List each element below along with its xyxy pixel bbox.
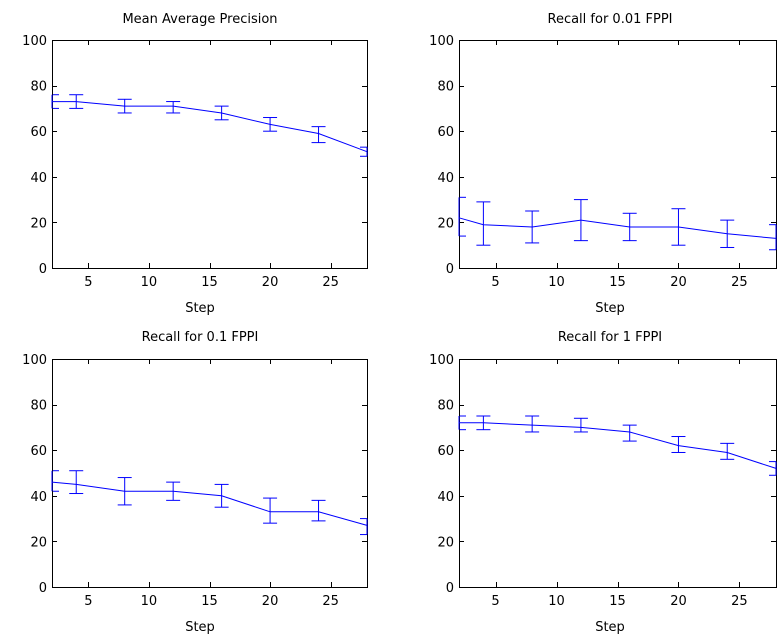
x-tick-label: 20	[670, 594, 687, 609]
error-bar	[671, 436, 686, 453]
x-tick-label: 20	[262, 594, 279, 609]
error-bar	[214, 483, 229, 508]
error-bar	[360, 146, 368, 157]
error-bar	[573, 417, 588, 433]
y-tick-label: 80	[30, 399, 47, 414]
error-bar	[458, 415, 466, 431]
series-line	[51, 481, 368, 526]
x-axis-label: Step	[185, 301, 215, 316]
series-line	[459, 422, 777, 469]
error-bar	[476, 415, 491, 431]
error-bar	[214, 105, 229, 121]
y-tick-label: 0	[446, 262, 454, 277]
error-bar	[720, 442, 735, 460]
y-tick-label: 80	[437, 80, 454, 95]
y-tick-label: 20	[437, 535, 454, 550]
x-tick-label: 15	[201, 594, 218, 609]
y-tick-label: 60	[30, 444, 47, 459]
x-tick-label: 10	[548, 275, 565, 290]
error-bar	[51, 94, 59, 109]
y-tick-label: 100	[22, 34, 47, 49]
error-bar	[525, 210, 540, 244]
error-bar	[573, 199, 588, 242]
y-tick-label: 0	[39, 262, 47, 277]
subplot-title: Mean Average Precision	[122, 12, 277, 27]
y-tick-label: 60	[437, 125, 454, 140]
error-bar	[51, 470, 59, 492]
error-bar	[69, 470, 84, 495]
error-bar	[117, 477, 132, 506]
y-tick-label: 100	[429, 34, 454, 49]
x-tick-label: 25	[731, 275, 748, 290]
y-tick-label: 100	[429, 353, 454, 368]
y-tick-label: 40	[437, 171, 454, 186]
y-tick-label: 60	[437, 444, 454, 459]
series-line	[458, 217, 777, 239]
x-tick-label: 5	[491, 275, 499, 290]
error-bar	[671, 208, 686, 246]
error-bar	[622, 212, 637, 242]
x-tick-label: 20	[670, 275, 687, 290]
error-bar	[117, 98, 132, 114]
error-bar	[622, 424, 637, 442]
y-tick-label: 60	[30, 125, 47, 140]
series-line	[52, 101, 368, 153]
x-tick-label: 15	[201, 275, 218, 290]
error-bar	[166, 101, 181, 114]
y-tick-label: 20	[437, 216, 454, 231]
error-bar	[69, 94, 84, 109]
subplot-recall-0-01-fppi: Recall for 0.01 FPPI Step 0 20 40 60 80 100 5 1…	[429, 12, 777, 316]
y-tick-label: 40	[30, 171, 47, 186]
x-axis-label: Step	[185, 620, 215, 635]
y-tick-label: 20	[30, 216, 47, 231]
error-bar	[263, 117, 278, 132]
x-axis-label: Step	[595, 301, 625, 316]
error-bar	[458, 196, 466, 237]
subplot-title: Recall for 0.01 FPPI	[548, 12, 673, 27]
y-tick-label: 80	[30, 80, 47, 95]
error-bar	[263, 497, 278, 524]
subplot-recall-0-1-fppi: Recall for 0.1 FPPI Step 0 20 40 60 80 100 5 10…	[22, 330, 368, 635]
x-tick-label: 15	[609, 594, 626, 609]
y-tick-label: 0	[39, 581, 47, 596]
x-tick-label: 25	[731, 594, 748, 609]
error-bar	[476, 201, 491, 246]
error-bar	[769, 224, 777, 251]
error-bar	[720, 219, 735, 248]
error-bar	[311, 126, 326, 144]
y-tick-label: 0	[446, 581, 454, 596]
error-bar	[166, 481, 181, 501]
subplot-mean-average-precision: Mean Average Precision Step 0 20 40 60 80 100…	[22, 12, 368, 316]
x-tick-label: 15	[609, 275, 626, 290]
x-tick-label: 20	[262, 275, 279, 290]
x-axis-label: Step	[595, 620, 625, 635]
y-tick-label: 100	[22, 353, 47, 368]
x-tick-label: 10	[548, 594, 565, 609]
y-tick-label: 40	[30, 490, 47, 505]
x-tick-label: 10	[141, 594, 158, 609]
y-tick-label: 20	[30, 535, 47, 550]
y-tick-label: 40	[437, 490, 454, 505]
error-bar	[311, 499, 326, 522]
x-tick-label: 5	[491, 594, 499, 609]
error-bar	[769, 461, 777, 476]
x-tick-label: 5	[84, 594, 92, 609]
x-tick-label: 25	[322, 594, 339, 609]
error-bar	[360, 518, 368, 536]
subplot-title: Recall for 1 FPPI	[558, 330, 662, 345]
error-bar	[525, 415, 540, 433]
x-tick-label: 10	[141, 275, 158, 290]
x-tick-label: 5	[84, 275, 92, 290]
y-tick-label: 80	[437, 399, 454, 414]
x-tick-label: 25	[322, 275, 339, 290]
subplot-title: Recall for 0.1 FPPI	[142, 330, 259, 345]
